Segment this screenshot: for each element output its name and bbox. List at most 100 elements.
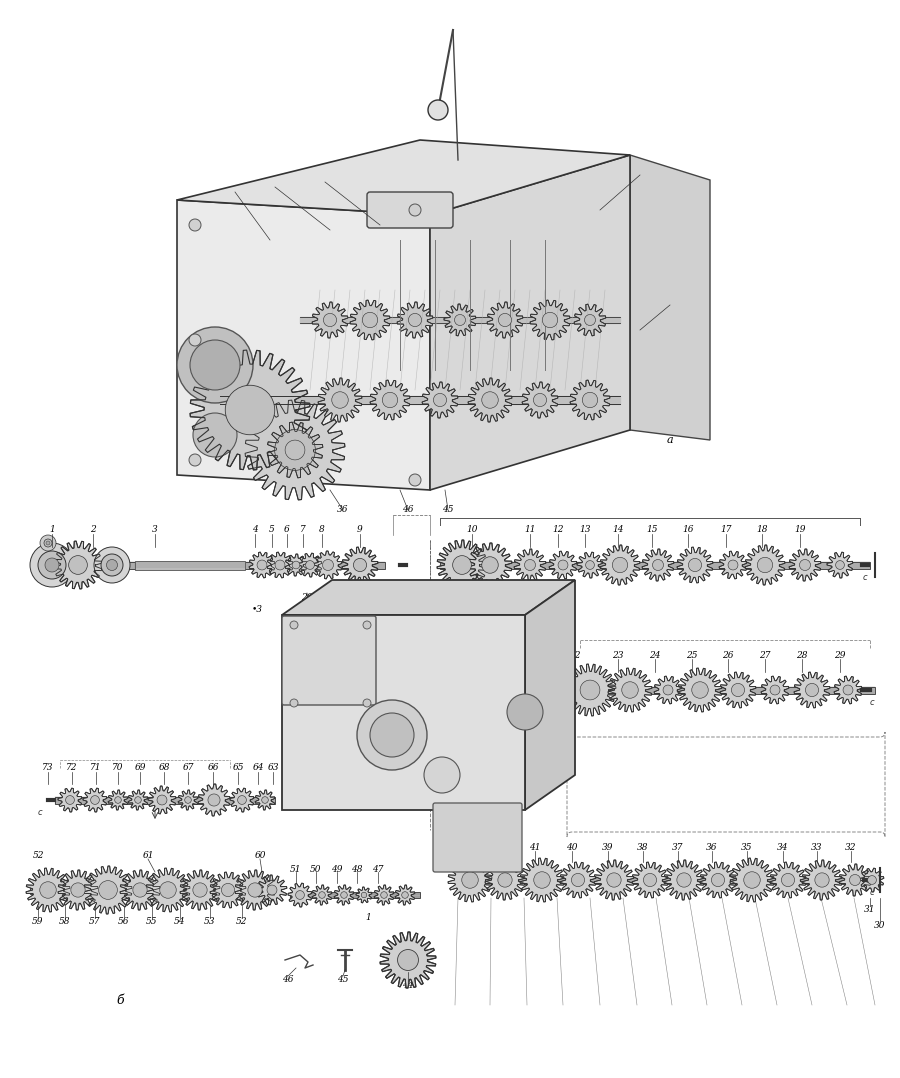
Circle shape xyxy=(868,875,877,884)
Text: 30: 30 xyxy=(874,921,886,929)
Polygon shape xyxy=(448,858,492,902)
Polygon shape xyxy=(370,381,410,420)
Circle shape xyxy=(91,796,99,804)
Text: 57: 57 xyxy=(89,917,101,926)
Text: 16: 16 xyxy=(682,525,694,535)
Circle shape xyxy=(799,559,811,570)
Polygon shape xyxy=(560,862,596,898)
Text: 20: 20 xyxy=(302,593,313,602)
Polygon shape xyxy=(839,863,871,896)
FancyBboxPatch shape xyxy=(282,616,376,705)
Polygon shape xyxy=(120,870,160,910)
Text: 46: 46 xyxy=(283,976,293,984)
Polygon shape xyxy=(770,862,806,898)
Circle shape xyxy=(843,685,853,695)
Polygon shape xyxy=(58,870,98,910)
Circle shape xyxy=(177,327,253,403)
Polygon shape xyxy=(210,872,246,908)
Polygon shape xyxy=(574,304,606,336)
Circle shape xyxy=(323,314,337,327)
Text: 22: 22 xyxy=(569,650,580,660)
Circle shape xyxy=(835,561,844,569)
Circle shape xyxy=(193,413,237,457)
Circle shape xyxy=(30,543,74,588)
Polygon shape xyxy=(108,790,128,810)
Text: 11: 11 xyxy=(524,525,536,535)
Polygon shape xyxy=(520,858,564,902)
Text: 1: 1 xyxy=(50,525,55,535)
Circle shape xyxy=(692,681,708,699)
Circle shape xyxy=(221,883,235,897)
Circle shape xyxy=(409,314,421,327)
Text: 12: 12 xyxy=(553,525,563,535)
Polygon shape xyxy=(178,790,198,810)
Circle shape xyxy=(652,559,663,570)
Circle shape xyxy=(135,797,141,803)
Polygon shape xyxy=(530,300,570,340)
Circle shape xyxy=(46,541,50,545)
Text: 4: 4 xyxy=(252,525,258,535)
Circle shape xyxy=(543,313,558,328)
Polygon shape xyxy=(430,155,630,490)
Text: 2: 2 xyxy=(90,525,96,535)
Polygon shape xyxy=(730,858,774,902)
Circle shape xyxy=(482,556,499,573)
Circle shape xyxy=(40,535,56,551)
Circle shape xyxy=(534,872,550,888)
Text: 8: 8 xyxy=(320,525,325,535)
Circle shape xyxy=(434,393,446,406)
Circle shape xyxy=(409,474,421,486)
Polygon shape xyxy=(654,676,682,704)
Text: 24: 24 xyxy=(649,650,661,660)
Circle shape xyxy=(45,558,59,572)
Text: 61: 61 xyxy=(142,851,154,859)
Polygon shape xyxy=(285,554,307,576)
Circle shape xyxy=(99,881,117,899)
Text: 59: 59 xyxy=(32,917,44,926)
Text: 45: 45 xyxy=(338,976,349,984)
Circle shape xyxy=(582,392,598,407)
Text: 37: 37 xyxy=(672,843,684,852)
Circle shape xyxy=(363,313,378,328)
Circle shape xyxy=(101,554,123,576)
Circle shape xyxy=(290,699,298,707)
Text: 73: 73 xyxy=(42,763,54,773)
Circle shape xyxy=(363,621,371,628)
Polygon shape xyxy=(356,887,372,903)
Circle shape xyxy=(732,683,744,696)
Polygon shape xyxy=(84,866,132,914)
Text: 65: 65 xyxy=(232,763,244,773)
Polygon shape xyxy=(564,664,616,716)
Text: 66: 66 xyxy=(207,763,219,773)
Text: 33: 33 xyxy=(811,843,823,852)
Text: c: c xyxy=(869,697,874,707)
Text: 3: 3 xyxy=(272,182,278,192)
Polygon shape xyxy=(570,381,610,420)
Text: 68: 68 xyxy=(158,763,170,773)
Circle shape xyxy=(106,559,118,570)
Circle shape xyxy=(361,893,367,898)
Polygon shape xyxy=(312,885,332,906)
Circle shape xyxy=(382,392,398,407)
Polygon shape xyxy=(54,541,102,589)
Circle shape xyxy=(454,315,465,326)
Circle shape xyxy=(267,885,277,895)
Circle shape xyxy=(453,555,472,575)
Circle shape xyxy=(757,557,773,572)
Circle shape xyxy=(462,872,478,888)
Circle shape xyxy=(292,562,300,569)
Circle shape xyxy=(295,890,304,899)
Text: 17: 17 xyxy=(720,525,732,535)
Text: 34: 34 xyxy=(778,843,788,852)
Text: 13: 13 xyxy=(580,525,590,535)
Text: 9: 9 xyxy=(357,525,363,535)
Polygon shape xyxy=(350,300,390,340)
Circle shape xyxy=(534,393,546,406)
Polygon shape xyxy=(374,885,394,906)
Text: 18: 18 xyxy=(634,170,646,180)
Polygon shape xyxy=(677,548,713,583)
Polygon shape xyxy=(342,548,378,583)
Polygon shape xyxy=(314,551,342,579)
Circle shape xyxy=(728,561,738,570)
Text: 50: 50 xyxy=(310,865,322,873)
